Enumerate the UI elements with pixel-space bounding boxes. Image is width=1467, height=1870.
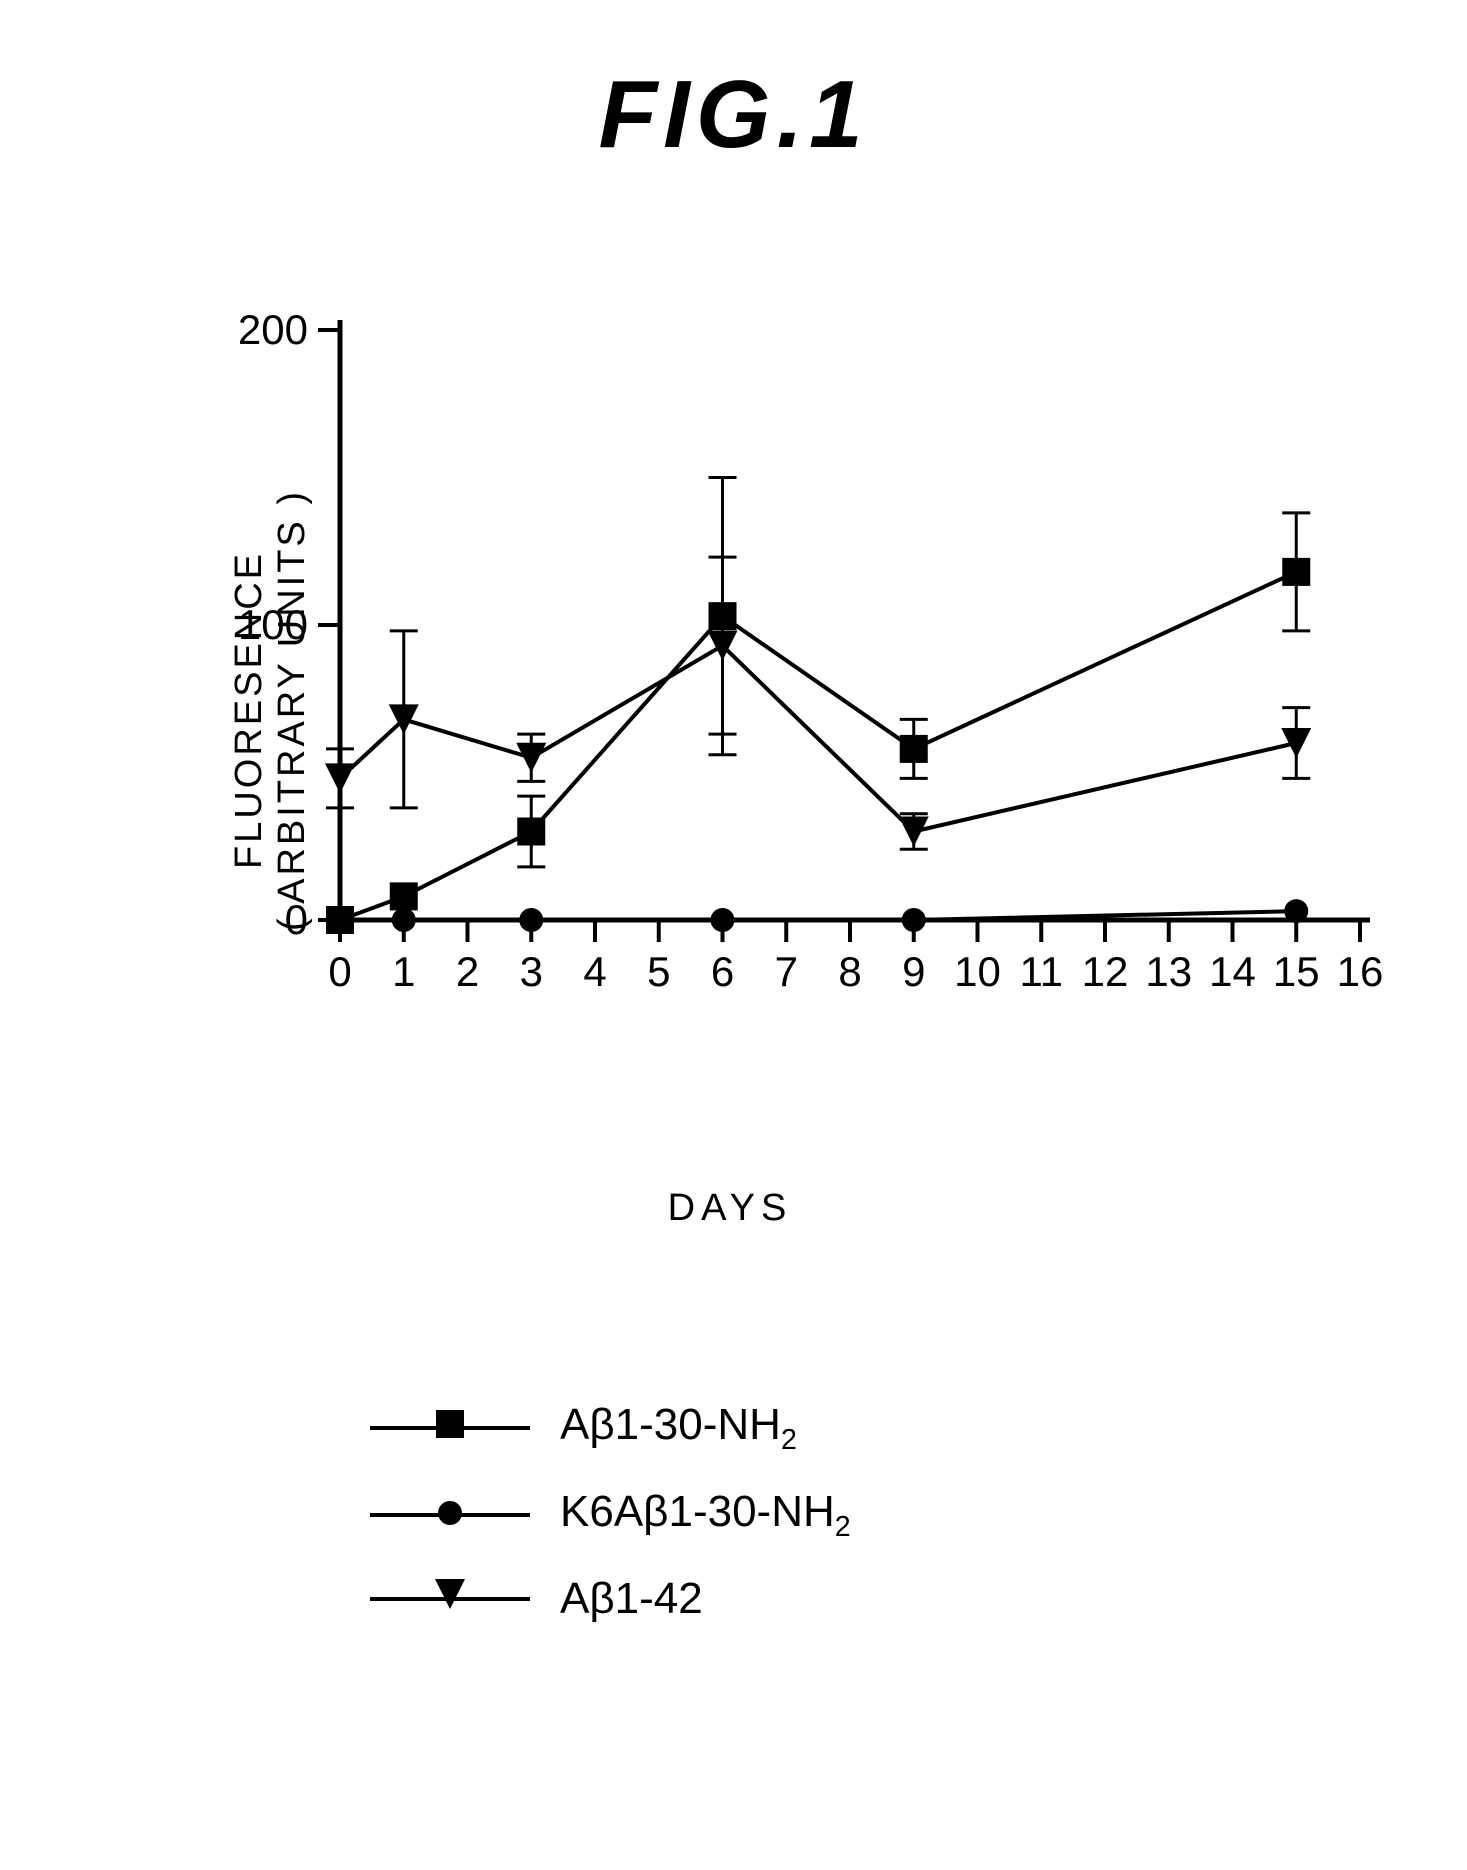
svg-text:5: 5 [647, 948, 670, 995]
y-axis-label-line2: ( ARBITRARY UNITS ) [271, 489, 314, 931]
legend-label: Aβ1-30-NH2 [560, 1400, 797, 1457]
legend-row: Aβ1-30-NH2 [370, 1400, 851, 1457]
svg-text:10: 10 [954, 948, 1001, 995]
svg-text:7: 7 [775, 948, 798, 995]
svg-text:4: 4 [583, 948, 606, 995]
svg-text:13: 13 [1145, 948, 1192, 995]
svg-text:0: 0 [328, 948, 351, 995]
svg-text:12: 12 [1082, 948, 1129, 995]
legend-marker [432, 1403, 468, 1453]
chart-area: FLUORESENCE ( ARBITRARY UNITS ) 01002000… [60, 300, 1400, 1120]
legend-line [370, 1513, 530, 1517]
legend-marker [434, 1490, 466, 1540]
svg-text:16: 16 [1337, 948, 1384, 995]
x-axis-label: DAYS [60, 1187, 1400, 1230]
page: FIG.1 FLUORESENCE ( ARBITRARY UNITS ) 01… [0, 0, 1467, 1870]
figure-title: FIG.1 [0, 60, 1467, 170]
series-Aβ1-30-NH2 [326, 478, 1310, 935]
legend-row: K6Aβ1-30-NH2 [370, 1487, 851, 1544]
svg-text:11: 11 [1019, 948, 1063, 995]
svg-text:6: 6 [711, 948, 734, 995]
legend-line [370, 1597, 530, 1601]
series-Aβ1-42 [325, 557, 1311, 849]
svg-text:2: 2 [456, 948, 479, 995]
legend-row: Aβ1-42 [370, 1574, 851, 1624]
svg-text:8: 8 [838, 948, 861, 995]
legend-line [370, 1426, 530, 1430]
legend-label: Aβ1-42 [560, 1574, 703, 1624]
svg-text:15: 15 [1273, 948, 1320, 995]
svg-text:3: 3 [520, 948, 543, 995]
legend-marker [431, 1574, 469, 1624]
svg-text:14: 14 [1209, 948, 1256, 995]
svg-text:1: 1 [392, 948, 415, 995]
svg-text:200: 200 [238, 306, 308, 353]
legend-label: K6Aβ1-30-NH2 [560, 1487, 851, 1544]
series-K6Aβ1-30-NH2 [328, 899, 1308, 932]
legend: Aβ1-30-NH2 K6Aβ1-30-NH2 Aβ1-42 [370, 1400, 851, 1654]
y-axis-label: FLUORESENCE ( ARBITRARY UNITS ) [228, 489, 314, 931]
y-axis-label-line1: FLUORESENCE [228, 489, 271, 931]
svg-text:9: 9 [902, 948, 925, 995]
